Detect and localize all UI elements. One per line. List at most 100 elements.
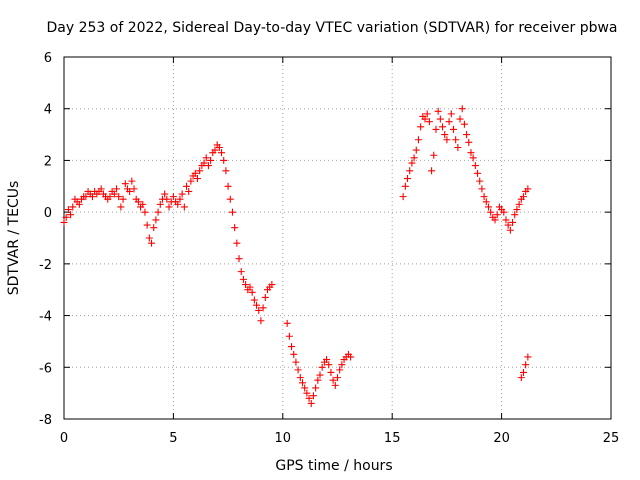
data-point-2-47 [502,216,510,224]
data-point-1-19 [325,361,333,369]
data-point-0-21 [106,193,114,201]
data-point-0-90 [257,317,265,325]
data-point-0-40 [148,239,156,247]
data-point-0-2 [64,206,72,214]
data-point-2-29 [463,131,471,139]
data-point-0-72 [218,149,226,157]
data-point-2-13 [428,167,436,175]
data-point-0-89 [255,306,263,314]
data-point-2-15 [432,125,440,133]
data-point-1-23 [334,374,341,382]
data-point-0-71 [215,144,223,151]
data-point-1-0 [283,319,291,327]
data-point-1-10 [305,394,313,402]
data-point-1-20 [327,368,335,376]
data-point-2-28 [460,120,468,128]
data-point-0-26 [117,203,125,211]
data-point-2-3 [406,167,414,175]
data-point-0-58 [187,177,195,185]
data-point-0-83 [242,281,250,289]
data-point-2-32 [469,154,477,162]
data-point-2-35 [476,177,484,185]
data-point-0-54 [178,190,186,198]
data-point-2-20 [443,136,451,144]
data-point-0-1 [62,213,70,221]
data-point-1-21 [329,376,337,384]
plot-frame [63,56,612,420]
data-point-0-61 [193,175,201,183]
data-point-0-25 [115,193,123,201]
data-point-0-73 [220,156,228,164]
data-point-1-14 [314,376,322,384]
data-point-2-21 [445,118,453,126]
data-point-1-7 [298,379,306,387]
data-point-2-24 [452,136,460,144]
data-point-1-5 [294,366,302,374]
y-tick-label: 4 [44,103,52,118]
x-axis-label: GPS time / hours [275,458,392,474]
data-point-0-0 [60,218,68,226]
data-point-0-55 [180,203,188,211]
data-point-0-34 [134,198,142,206]
data-point-0-50 [169,193,177,201]
data-point-0-88 [253,301,261,309]
data-point-0-64 [200,159,208,167]
data-point-3-2 [522,361,530,369]
data-point-0-82 [239,275,247,283]
data-point-0-95 [268,281,276,289]
x-tick-label: 5 [169,431,177,446]
data-point-0-62 [196,167,204,175]
data-point-2-57 [524,185,532,193]
data-point-1-6 [296,374,304,382]
data-point-3-0 [517,374,525,382]
data-point-2-30 [465,138,473,146]
data-point-2-52 [513,206,521,214]
data-point-0-32 [130,185,138,193]
data-point-2-7 [414,136,422,144]
data-point-2-14 [430,151,438,159]
data-point-2-33 [471,162,479,170]
data-point-2-4 [408,159,416,167]
data-points [60,105,532,407]
data-point-2-55 [519,193,527,201]
data-point-2-23 [449,125,457,133]
data-point-0-43 [154,208,162,216]
data-point-0-41 [150,224,158,232]
data-point-0-80 [235,255,243,263]
data-point-3-1 [519,368,527,376]
data-point-2-6 [412,146,420,154]
data-point-1-15 [316,371,324,379]
y-tick-label: 6 [44,51,52,66]
data-point-1-18 [323,356,331,364]
data-point-2-49 [506,226,514,234]
axis-ticks: 0 5 10 15 20 25 -8 -6 -4 -2 0 2 4 6 [39,51,619,446]
data-point-0-56 [183,182,191,190]
data-point-2-34 [474,169,482,177]
data-point-1-25 [338,361,346,369]
data-point-3-3 [524,353,532,361]
data-point-1-9 [303,389,311,397]
x-tick-label: 20 [493,431,510,446]
data-point-2-40 [487,208,495,216]
data-point-2-17 [436,115,444,123]
data-point-2-16 [434,107,442,115]
data-point-0-37 [141,208,149,216]
data-point-2-51 [511,211,519,219]
data-point-0-4 [69,203,77,211]
data-point-2-18 [439,123,447,131]
data-point-0-23 [110,190,118,198]
data-point-2-26 [456,115,464,123]
y-tick-label: -4 [39,310,52,325]
data-point-1-24 [336,366,344,374]
data-point-2-12 [425,118,433,126]
data-point-0-47 [163,195,171,203]
data-point-0-44 [156,200,164,208]
data-point-1-16 [318,363,326,371]
data-point-0-13 [88,193,96,201]
data-point-2-1 [401,182,409,190]
data-point-1-2 [288,343,296,351]
data-point-2-0 [399,193,407,201]
y-tick-label: 2 [44,154,52,169]
data-point-2-42 [491,216,499,224]
data-point-0-65 [202,154,210,162]
